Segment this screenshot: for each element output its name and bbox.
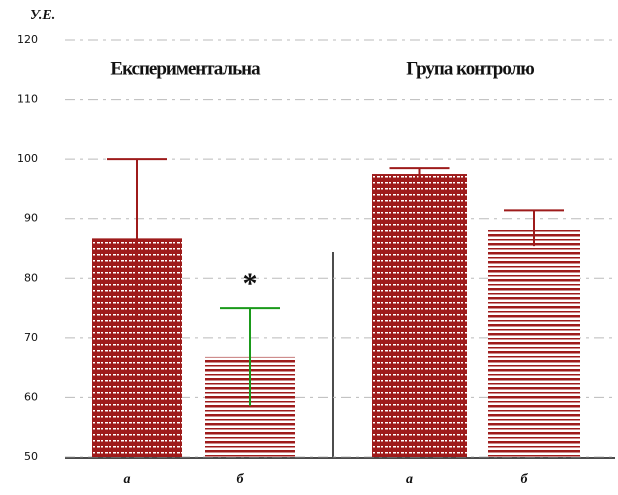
x-tick-label: б (521, 472, 529, 487)
y-tick-label: 110 (17, 93, 38, 106)
y-axis-label: У.Е. (30, 8, 55, 23)
y-tick-label: 100 (17, 152, 38, 165)
x-tick-label: а (406, 472, 413, 487)
y-tick-label: 120 (17, 33, 38, 46)
error-bar (504, 209, 564, 247)
group-label: Експериментальна (110, 58, 261, 79)
group-label: Група контролю (406, 58, 534, 79)
bar (488, 228, 580, 457)
x-tick-label: б (237, 472, 245, 487)
y-tick-label: 80 (24, 271, 38, 284)
y-tick-label: 60 (24, 390, 38, 403)
y-tick-label: 50 (24, 450, 38, 463)
error-bar (220, 307, 280, 406)
annotation: * (243, 267, 258, 300)
error-bar (107, 158, 167, 318)
x-tick-label: а (124, 472, 131, 487)
y-tick-label: 90 (24, 212, 38, 225)
y-tick-label: 70 (24, 331, 38, 344)
bar (372, 174, 467, 458)
error-bar (389, 167, 450, 180)
